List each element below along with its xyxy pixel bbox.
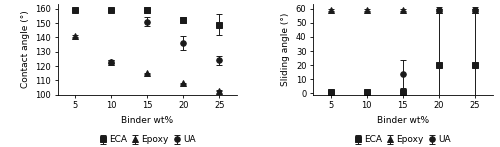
Legend: ECA, Epoxy, UA: ECA, Epoxy, UA	[354, 136, 451, 145]
X-axis label: Binder wt%: Binder wt%	[376, 116, 428, 125]
Y-axis label: Sliding angle (°): Sliding angle (°)	[282, 13, 290, 86]
X-axis label: Binder wt%: Binder wt%	[122, 116, 174, 125]
Legend: ECA, Epoxy, UA: ECA, Epoxy, UA	[99, 136, 196, 145]
Y-axis label: Contact angle (°): Contact angle (°)	[21, 11, 30, 88]
